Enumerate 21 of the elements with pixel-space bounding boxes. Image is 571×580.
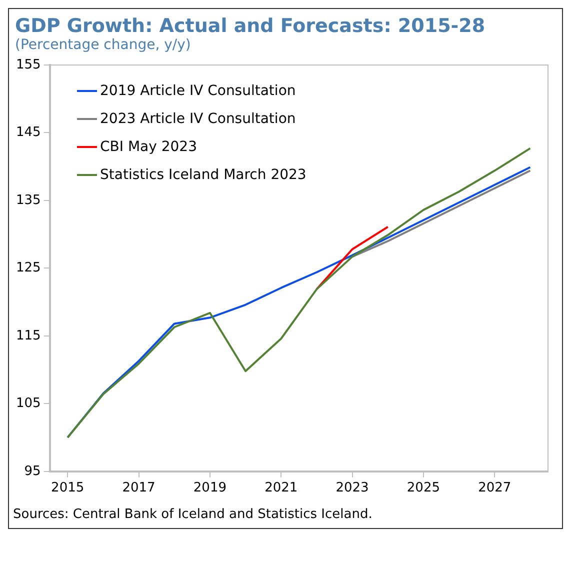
x-tick-label: 2017 bbox=[122, 480, 156, 496]
chart-subtitle: (Percentage change, y/y) bbox=[14, 37, 192, 53]
legend-label: 2023 Article IV Consultation bbox=[100, 111, 296, 127]
x-tick-label: 2027 bbox=[478, 480, 512, 496]
x-tick-label: 2019 bbox=[193, 480, 226, 496]
chart-title: GDP Growth: Actual and Forecasts: 2015-28 bbox=[14, 14, 486, 37]
x-tick-label: 2023 bbox=[336, 480, 369, 496]
y-tick-label: 145 bbox=[16, 125, 41, 140]
x-tick-label: 2015 bbox=[51, 480, 84, 496]
x-tick-label: 2025 bbox=[406, 480, 440, 496]
legend-label: Statistics Iceland March 2023 bbox=[100, 167, 306, 183]
y-tick-label: 135 bbox=[16, 192, 41, 208]
y-tick-label: 125 bbox=[16, 260, 41, 276]
y-tick-label: 155 bbox=[16, 57, 41, 72]
x-tick-label: 2021 bbox=[264, 480, 298, 496]
legend-label: CBI May 2023 bbox=[100, 139, 197, 155]
y-tick-label: 105 bbox=[16, 396, 41, 412]
legend-label: 2019 Article IV Consultation bbox=[100, 83, 296, 99]
y-tick-label: 95 bbox=[24, 464, 41, 479]
y-tick-label: 115 bbox=[16, 328, 41, 344]
source-note: Sources: Central Bank of Iceland and Statistics Iceland. bbox=[12, 506, 374, 524]
